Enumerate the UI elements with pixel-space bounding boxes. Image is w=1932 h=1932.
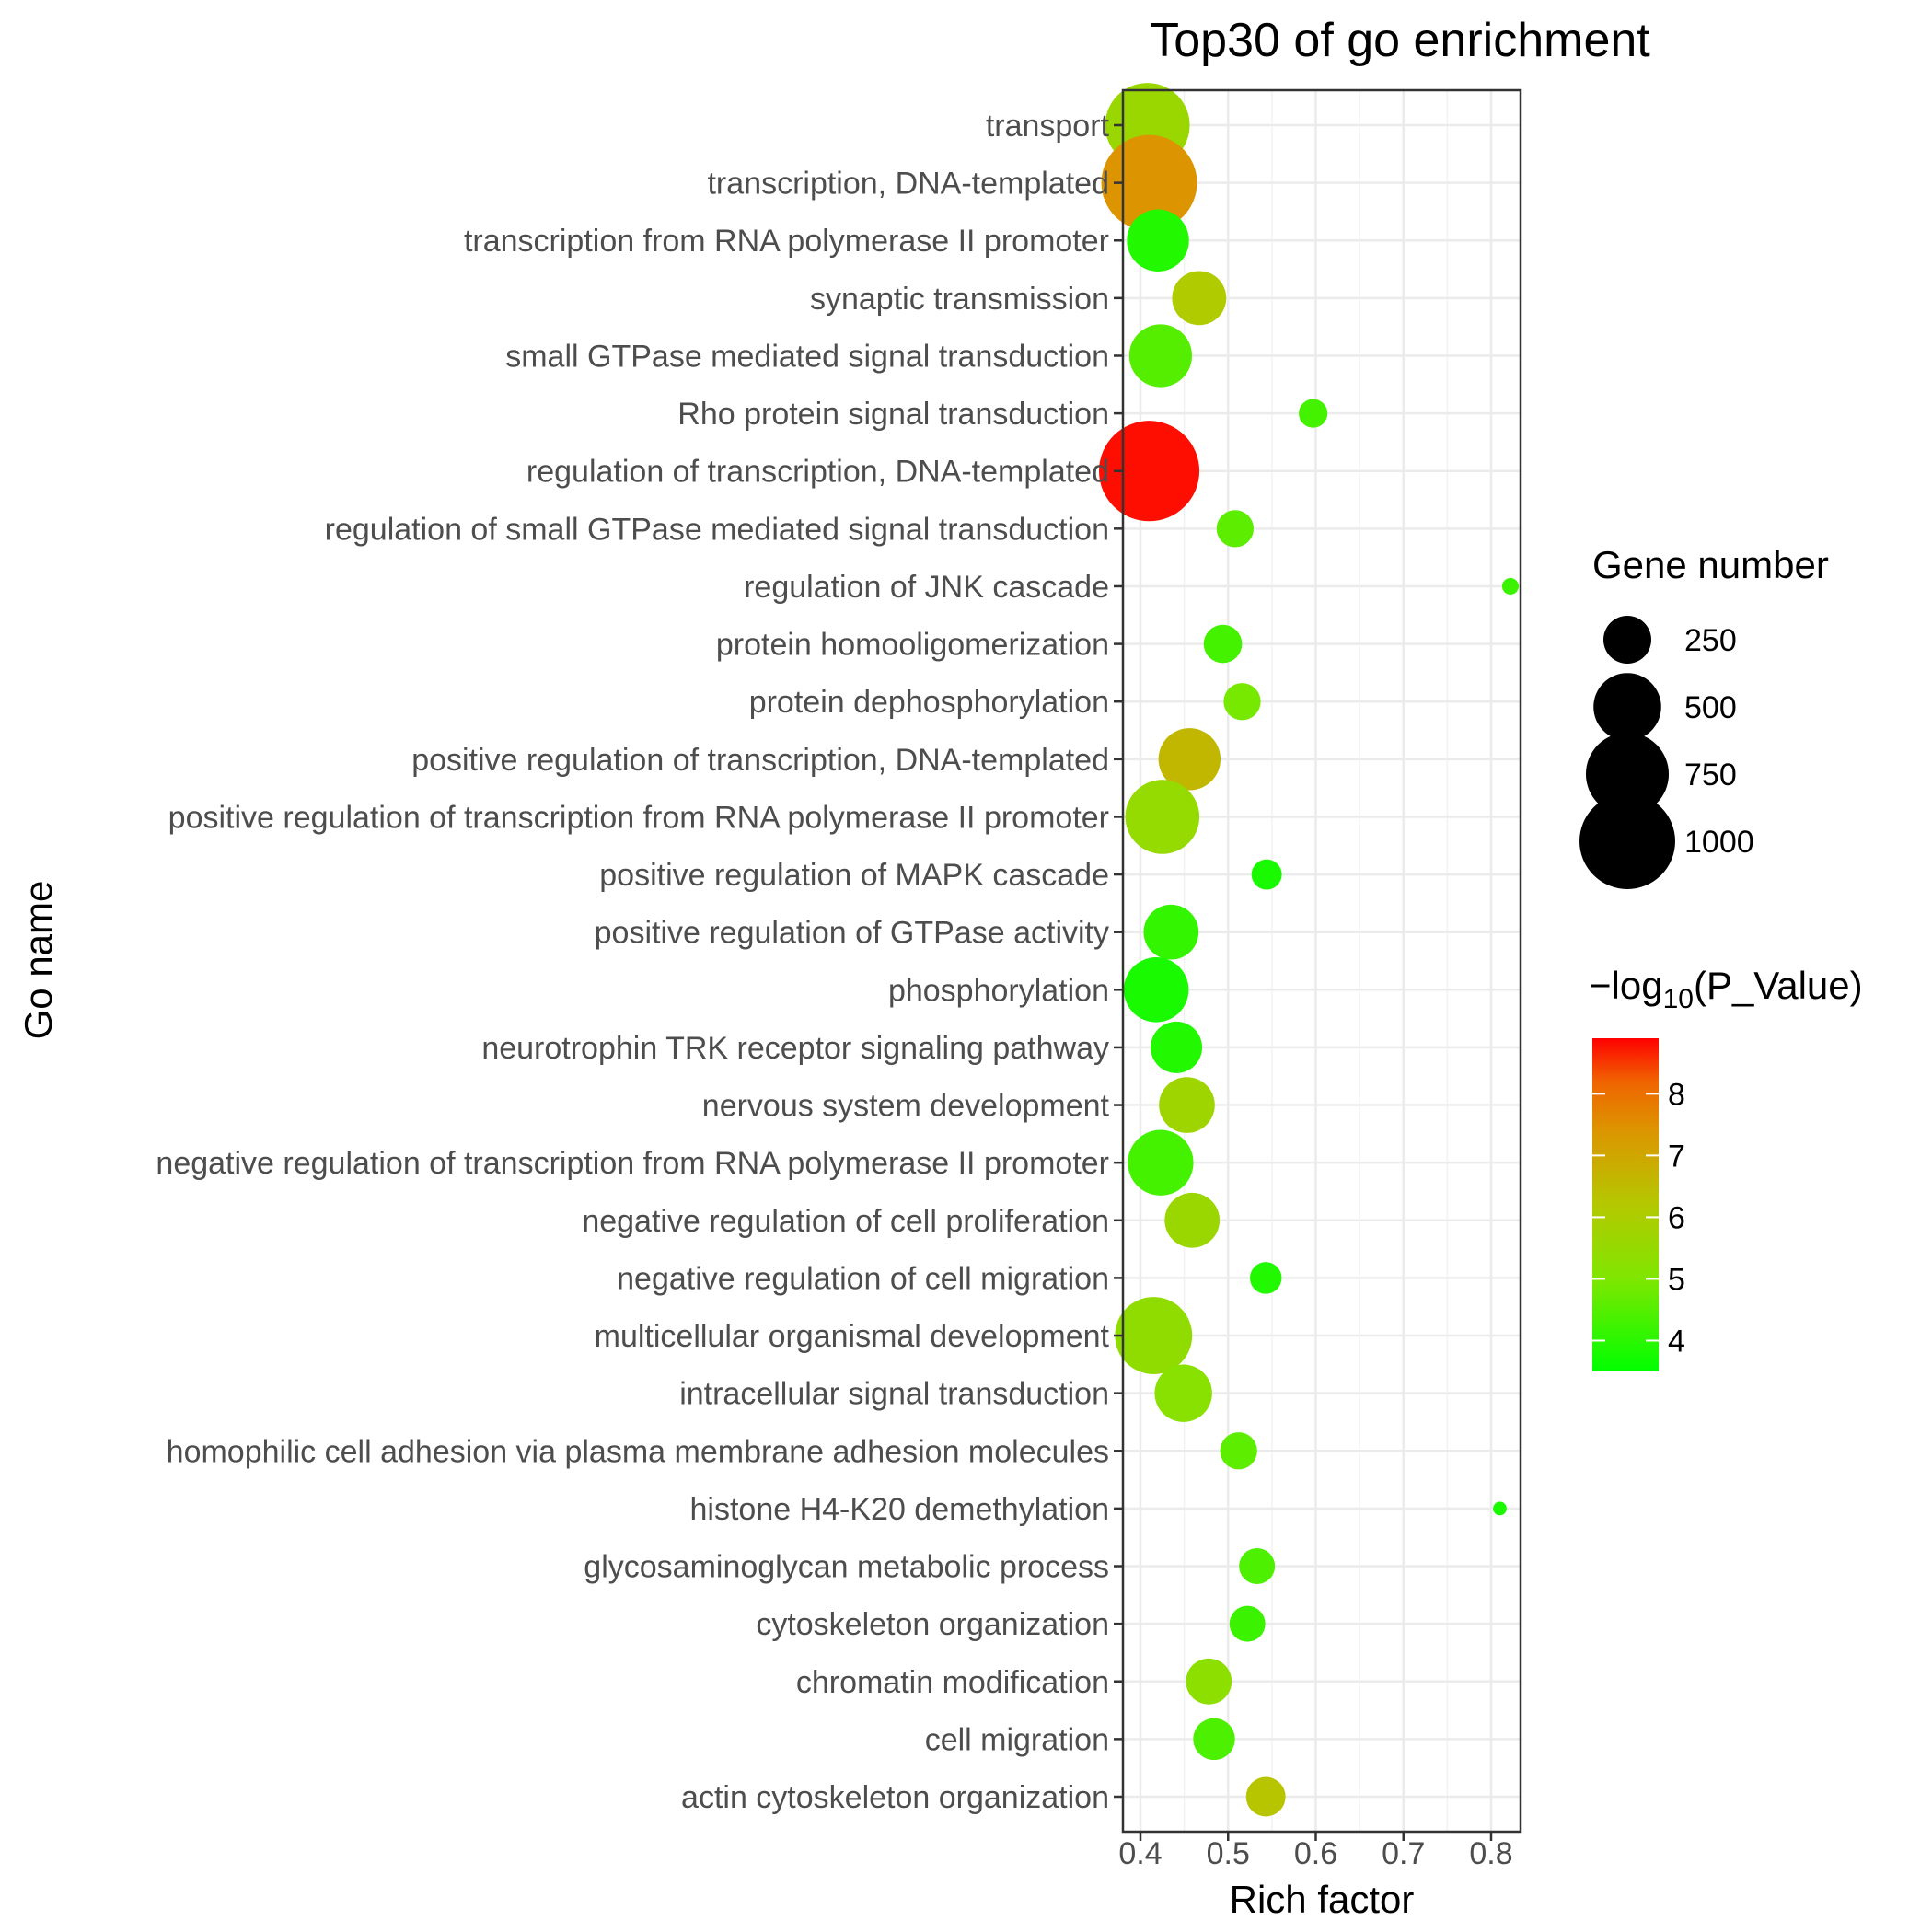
y-tick-label: negative regulation of cell migration bbox=[617, 1261, 1109, 1296]
x-tick-label: 0.5 bbox=[1207, 1836, 1250, 1871]
y-tick-label: histone H4-K20 demethylation bbox=[690, 1492, 1110, 1527]
colorbar-tick-label: 4 bbox=[1668, 1324, 1685, 1359]
grid-major bbox=[1123, 90, 1521, 1832]
data-point bbox=[1186, 1658, 1232, 1705]
data-point bbox=[1143, 904, 1199, 960]
y-tick-label: homophilic cell adhesion via plasma memb… bbox=[167, 1434, 1109, 1469]
size-legend: Gene number 250 500 750 1000 bbox=[1579, 543, 1829, 889]
y-axis-title: Go name bbox=[17, 881, 60, 1040]
data-point bbox=[1249, 1262, 1282, 1294]
data-point bbox=[1128, 324, 1193, 388]
color-legend-title: −log10(P_Value) bbox=[1589, 964, 1863, 1014]
data-point bbox=[1239, 1548, 1276, 1584]
y-tick-label: chromatin modification bbox=[796, 1665, 1109, 1700]
data-point bbox=[1125, 780, 1200, 854]
data-point bbox=[1159, 1077, 1215, 1133]
colorbar-tick-label: 6 bbox=[1668, 1200, 1685, 1235]
chart-title: Top30 of go enrichment bbox=[1150, 14, 1650, 67]
x-tick-label: 0.4 bbox=[1118, 1836, 1162, 1871]
y-tick-label: negative regulation of cell proliferatio… bbox=[582, 1204, 1109, 1239]
y-tick-label: intracellular signal transduction bbox=[679, 1377, 1109, 1412]
y-tick-label: positive regulation of GTPase activity bbox=[595, 916, 1109, 951]
size-legend-key bbox=[1593, 673, 1661, 741]
y-tick-label: glycosaminoglycan metabolic process bbox=[584, 1550, 1109, 1585]
y-tick-label: actin cytoskeleton organization bbox=[681, 1780, 1109, 1815]
data-point bbox=[1493, 1501, 1507, 1516]
data-point bbox=[1216, 510, 1255, 548]
x-tick-label: 0.7 bbox=[1382, 1836, 1425, 1871]
size-legend-label: 500 bbox=[1684, 690, 1737, 725]
y-tick-label: protein dephosphorylation bbox=[749, 685, 1109, 720]
y-tick-label: regulation of JNK cascade bbox=[744, 570, 1109, 605]
data-point bbox=[1299, 399, 1328, 428]
y-tick-label: cytoskeleton organization bbox=[756, 1607, 1109, 1642]
y-tick-label: Rho protein signal transduction bbox=[677, 397, 1109, 432]
y-tick-label: positive regulation of transcription fro… bbox=[168, 800, 1109, 835]
y-tick-label: cell migration bbox=[925, 1722, 1109, 1757]
y-tick-label: synaptic transmission bbox=[810, 282, 1109, 317]
y-tick-label: positive regulation of MAPK cascade bbox=[599, 858, 1109, 893]
data-point bbox=[1115, 1297, 1193, 1374]
data-point bbox=[1154, 1364, 1212, 1422]
size-legend-key bbox=[1579, 793, 1675, 889]
data-point bbox=[1101, 134, 1197, 231]
colorbar-tick-label: 7 bbox=[1668, 1139, 1685, 1174]
y-tick-label: neurotrophin TRK receptor signaling path… bbox=[481, 1031, 1109, 1066]
y-tick-label: regulation of small GTPase mediated sign… bbox=[325, 512, 1109, 547]
x-tick-label: 0.8 bbox=[1469, 1836, 1512, 1871]
y-tick-label: transcription from RNA polymerase II pro… bbox=[464, 224, 1109, 259]
size-legend-title: Gene number bbox=[1592, 543, 1829, 586]
data-point bbox=[1098, 421, 1200, 522]
colorbar-tick-label: 5 bbox=[1668, 1262, 1685, 1297]
data-point bbox=[1203, 624, 1243, 664]
data-point bbox=[1128, 1129, 1194, 1196]
data-point bbox=[1127, 209, 1189, 272]
data-point bbox=[1251, 859, 1282, 890]
size-legend-label: 1000 bbox=[1684, 825, 1754, 860]
y-tick-label: negative regulation of transcription fro… bbox=[156, 1146, 1109, 1181]
y-tick-label: multicellular organismal development bbox=[595, 1319, 1110, 1354]
plot-panel bbox=[1098, 83, 1522, 1834]
y-tick-label: nervous system development bbox=[702, 1089, 1110, 1124]
color-legend: −log10(P_Value) 8 7 6 5 4 bbox=[1589, 964, 1863, 1371]
data-point bbox=[1158, 728, 1221, 791]
y-tick-label: regulation of transcription, DNA-templat… bbox=[526, 455, 1109, 490]
data-point bbox=[1245, 1776, 1286, 1817]
data-point bbox=[1193, 1718, 1235, 1761]
y-tick-label: transport bbox=[986, 109, 1110, 144]
colorbar-tick-label: 8 bbox=[1668, 1077, 1685, 1112]
size-legend-label: 750 bbox=[1684, 758, 1737, 792]
size-legend-key bbox=[1603, 616, 1651, 664]
data-point bbox=[1223, 683, 1261, 721]
data-point bbox=[1151, 1021, 1203, 1073]
data-point bbox=[1220, 1432, 1257, 1470]
y-tick-label: phosphorylation bbox=[888, 973, 1109, 1008]
y-tick-label: protein homooligomerization bbox=[716, 628, 1109, 663]
colorbar bbox=[1592, 1038, 1659, 1371]
grid-minor bbox=[1183, 90, 1449, 1832]
x-axis-title: Rich factor bbox=[1230, 1878, 1415, 1921]
x-axis: 0.4 0.5 0.6 0.7 0.8 bbox=[1118, 1832, 1513, 1871]
data-point bbox=[1164, 1192, 1221, 1248]
y-tick-label: small GTPase mediated signal transductio… bbox=[505, 339, 1109, 374]
size-legend-label: 250 bbox=[1684, 623, 1737, 658]
y-axis: transport transcription, DNA-templated tra… bbox=[156, 109, 1123, 1815]
x-tick-label: 0.6 bbox=[1294, 1836, 1337, 1871]
y-tick-label: transcription, DNA-templated bbox=[707, 167, 1109, 202]
data-point bbox=[1172, 271, 1227, 326]
data-point bbox=[1123, 957, 1189, 1023]
data-point bbox=[1229, 1605, 1266, 1642]
data-point bbox=[1501, 577, 1519, 595]
data-points bbox=[1098, 83, 1519, 1817]
y-tick-label: positive regulation of transcription, DN… bbox=[411, 743, 1109, 778]
size-legend-key bbox=[1585, 732, 1670, 816]
